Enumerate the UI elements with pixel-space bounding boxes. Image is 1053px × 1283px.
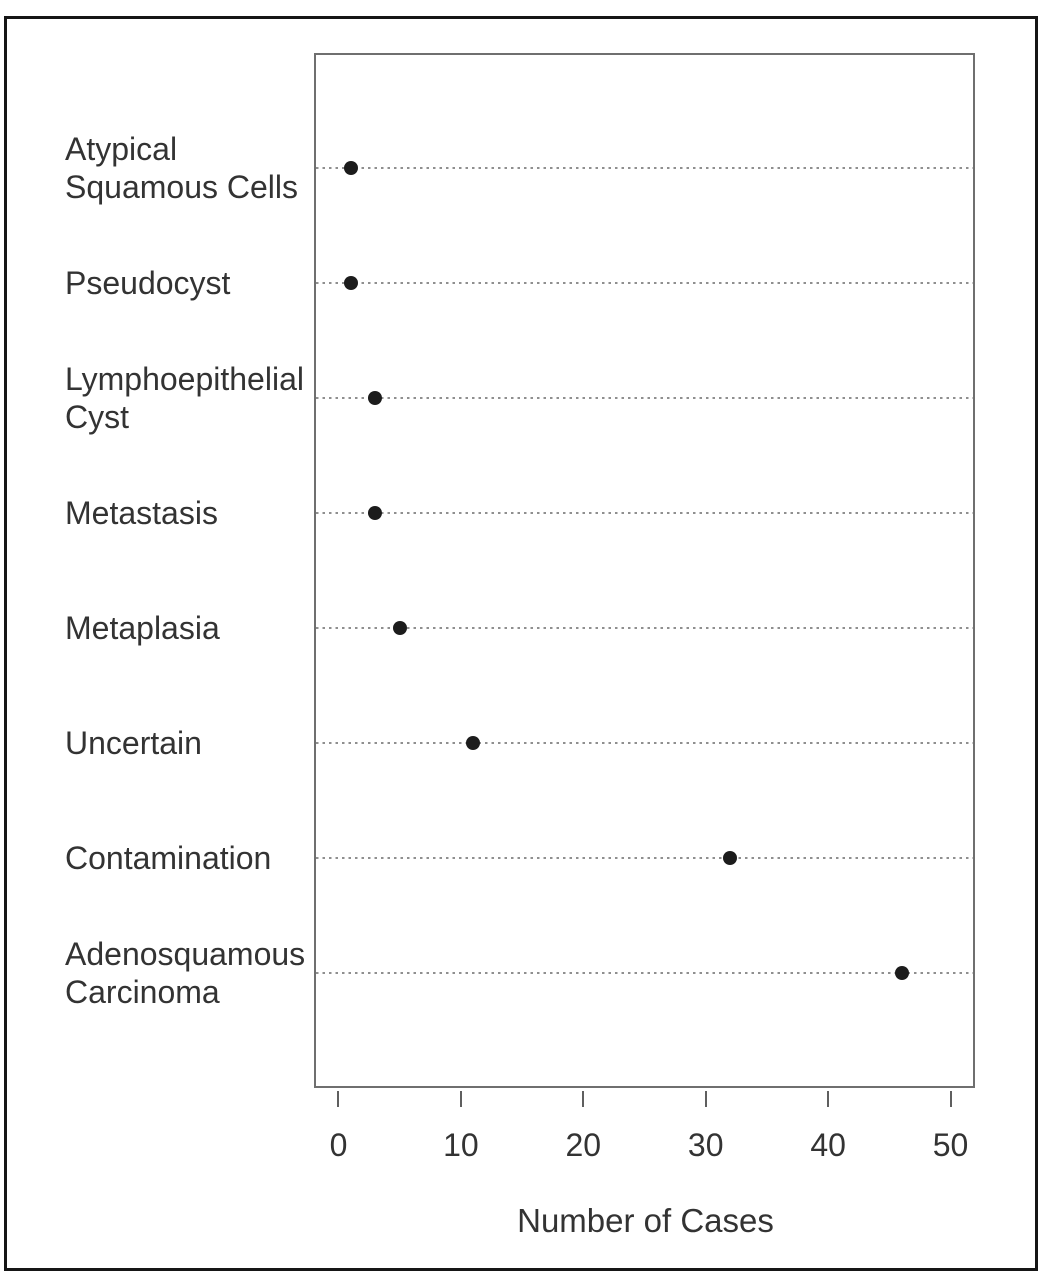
gridline [316, 167, 973, 169]
x-tick-mark [949, 1091, 952, 1107]
gridline [316, 742, 973, 744]
x-tick-label: 50 [932, 1127, 969, 1163]
x-tick-label: 10 [443, 1127, 479, 1163]
gridline [316, 972, 973, 974]
category-label: Atypical Squamous Cells [65, 131, 298, 205]
gridline [316, 397, 973, 399]
x-tick-mark [459, 1091, 462, 1107]
x-tick-mark [582, 1091, 585, 1107]
data-point [343, 161, 358, 175]
x-axis-title: Number of Cases [517, 1202, 774, 1239]
category-label: Metaplasia [65, 610, 220, 646]
plot-area [314, 53, 975, 1088]
x-tick-mark [827, 1091, 830, 1107]
category-label: Pseudocyst [65, 265, 231, 301]
data-point [392, 621, 407, 635]
data-point [894, 966, 909, 980]
x-tick-mark [337, 1091, 340, 1107]
category-label: Metastasis [65, 495, 218, 531]
gridline [316, 627, 973, 629]
category-label: Contamination [65, 840, 272, 876]
x-tick-mark [704, 1091, 707, 1107]
x-tick-label: 30 [687, 1127, 724, 1163]
data-point [343, 276, 358, 290]
x-tick-label: 40 [810, 1127, 846, 1163]
category-label: Lymphoepithelial Cyst [65, 361, 304, 435]
data-point [466, 736, 481, 750]
category-label: Adenosquamous Carcinoma [65, 936, 306, 1010]
data-point [368, 506, 383, 520]
data-point [368, 391, 383, 405]
gridline [316, 512, 973, 514]
gridline [316, 857, 973, 859]
x-tick-label: 20 [565, 1127, 602, 1163]
gridline [316, 282, 973, 284]
category-label: Uncertain [65, 725, 202, 761]
data-point [723, 851, 738, 865]
x-tick-label: 0 [329, 1127, 348, 1163]
